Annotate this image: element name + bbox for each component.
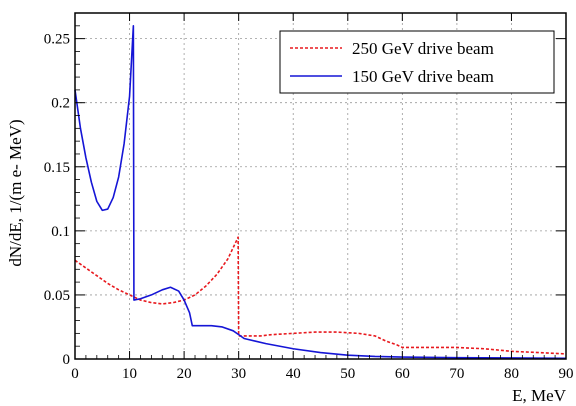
series-line-150gev (74, 25, 567, 360)
x-tick-label: 30 (231, 366, 246, 382)
x-tick-label: 80 (504, 366, 519, 382)
series-layer (74, 25, 567, 360)
x-tick-label: 90 (559, 366, 574, 382)
x-tick-label: 50 (340, 366, 355, 382)
y-axis-title: dN/dE, 1/(m e- MeV) (6, 119, 25, 266)
y-tick-label: 0.1 (51, 224, 70, 240)
x-tick-label: 60 (395, 366, 410, 382)
ticks (74, 13, 567, 360)
y-tick-label: 0.05 (44, 288, 70, 304)
x-tick-label: 10 (122, 366, 137, 382)
y-tick-label: 0 (63, 352, 71, 368)
tick-labels: 0 10 20 30 40 50 60 70 80 90 0 0.05 0.1 0.15 0.2 0.25 (44, 32, 574, 382)
x-tick-label: 20 (177, 366, 192, 382)
legend-label-250gev: 250 GeV drive beam (352, 39, 494, 58)
legend-box (279, 30, 555, 94)
y-tick-label: 0.15 (44, 160, 70, 176)
legend-label-150gev: 150 GeV drive beam (352, 67, 494, 86)
x-tick-label: 40 (286, 366, 301, 382)
y-tick-label: 0.25 (44, 32, 70, 48)
x-tick-label: 70 (449, 366, 464, 382)
series-line-250gev (74, 236, 567, 355)
legend: 250 GeV drive beam 150 GeV drive beam (279, 30, 555, 94)
x-tick-label: 0 (71, 366, 79, 382)
y-tick-label: 0.2 (51, 96, 70, 112)
x-axis-title: E, MeV (512, 386, 567, 405)
plot-frame (74, 12, 567, 360)
